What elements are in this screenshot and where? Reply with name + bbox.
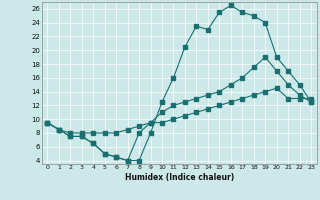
X-axis label: Humidex (Indice chaleur): Humidex (Indice chaleur) [124,173,234,182]
